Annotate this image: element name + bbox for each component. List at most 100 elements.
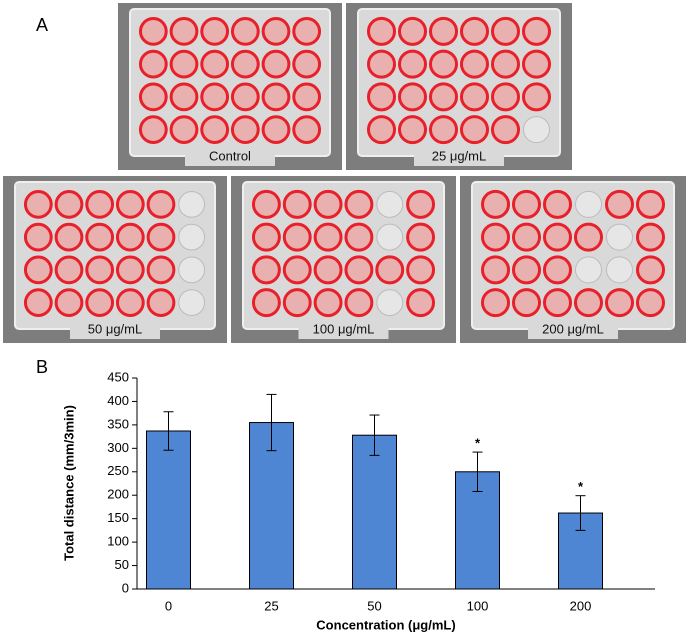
well bbox=[54, 255, 84, 285]
well bbox=[178, 256, 206, 284]
well bbox=[178, 190, 206, 218]
well bbox=[397, 82, 428, 112]
well bbox=[23, 189, 53, 219]
well bbox=[542, 288, 573, 318]
well bbox=[376, 289, 404, 317]
well bbox=[573, 222, 604, 252]
significance-mark: * bbox=[475, 436, 481, 451]
plate-caption: 200 μg/mL bbox=[542, 321, 604, 336]
well bbox=[376, 190, 404, 218]
well bbox=[146, 255, 176, 285]
y-tick-label: 300 bbox=[107, 440, 129, 455]
y-tick-label: 450 bbox=[107, 369, 129, 384]
bar bbox=[146, 430, 191, 590]
well bbox=[406, 288, 436, 318]
well bbox=[490, 16, 521, 46]
well bbox=[375, 255, 405, 285]
well bbox=[169, 115, 199, 145]
well bbox=[635, 189, 666, 219]
bar bbox=[352, 434, 397, 590]
well bbox=[261, 82, 291, 112]
panel-label: B bbox=[36, 357, 48, 377]
x-axis-title: Concentration (μg/mL) bbox=[316, 617, 455, 632]
y-tick-label: 0 bbox=[122, 580, 129, 595]
well bbox=[406, 222, 436, 252]
caption-bg bbox=[70, 321, 160, 339]
well bbox=[230, 82, 260, 112]
well bbox=[169, 16, 199, 46]
well bbox=[397, 49, 428, 79]
well bbox=[521, 49, 552, 79]
well bbox=[313, 222, 343, 252]
well bbox=[428, 115, 459, 145]
well bbox=[366, 82, 397, 112]
well bbox=[397, 16, 428, 46]
well bbox=[604, 189, 635, 219]
plate-caption: 100 μg/mL bbox=[313, 321, 375, 336]
well bbox=[261, 115, 291, 145]
well bbox=[635, 255, 666, 285]
well bbox=[344, 288, 374, 318]
plate-caption: 50 μg/mL bbox=[88, 321, 142, 336]
caption-bg bbox=[298, 321, 389, 339]
y-tick-label: 400 bbox=[107, 393, 129, 408]
well bbox=[344, 255, 374, 285]
well bbox=[138, 49, 168, 79]
well bbox=[85, 288, 115, 318]
well bbox=[574, 190, 603, 218]
well bbox=[261, 16, 291, 46]
well bbox=[459, 49, 490, 79]
well bbox=[635, 222, 666, 252]
well bbox=[511, 288, 542, 318]
well bbox=[292, 16, 322, 46]
well bbox=[85, 222, 115, 252]
x-tick-label: 100 bbox=[467, 598, 489, 613]
well bbox=[480, 222, 511, 252]
well bbox=[230, 49, 260, 79]
y-tick-label: 50 bbox=[115, 557, 129, 572]
well bbox=[459, 82, 490, 112]
well bbox=[406, 189, 436, 219]
well bbox=[54, 189, 84, 219]
well bbox=[313, 189, 343, 219]
well bbox=[115, 189, 145, 219]
well bbox=[251, 288, 281, 318]
well bbox=[261, 49, 291, 79]
x-tick-label: 200 bbox=[570, 598, 592, 613]
well bbox=[115, 288, 145, 318]
well bbox=[23, 222, 53, 252]
well bbox=[574, 256, 603, 284]
well bbox=[542, 189, 573, 219]
well bbox=[366, 49, 397, 79]
well bbox=[605, 256, 634, 284]
well bbox=[542, 255, 573, 285]
well bbox=[115, 222, 145, 252]
well bbox=[406, 255, 436, 285]
well bbox=[313, 288, 343, 318]
well bbox=[459, 115, 490, 145]
well bbox=[146, 288, 176, 318]
well bbox=[282, 255, 312, 285]
well bbox=[511, 222, 542, 252]
y-tick-label: 100 bbox=[107, 534, 129, 549]
well bbox=[344, 189, 374, 219]
well bbox=[169, 82, 199, 112]
well bbox=[251, 189, 281, 219]
well bbox=[522, 116, 551, 144]
well bbox=[480, 288, 511, 318]
well bbox=[313, 255, 343, 285]
caption-bg bbox=[414, 148, 504, 166]
well bbox=[428, 82, 459, 112]
well bbox=[604, 288, 635, 318]
well bbox=[605, 223, 634, 251]
well bbox=[428, 49, 459, 79]
well bbox=[521, 82, 552, 112]
x-tick-label: 0 bbox=[165, 598, 172, 613]
y-tick-label: 200 bbox=[107, 487, 129, 502]
well bbox=[200, 49, 230, 79]
y-tick-label: 250 bbox=[107, 463, 129, 478]
well bbox=[366, 16, 397, 46]
well bbox=[200, 115, 230, 145]
